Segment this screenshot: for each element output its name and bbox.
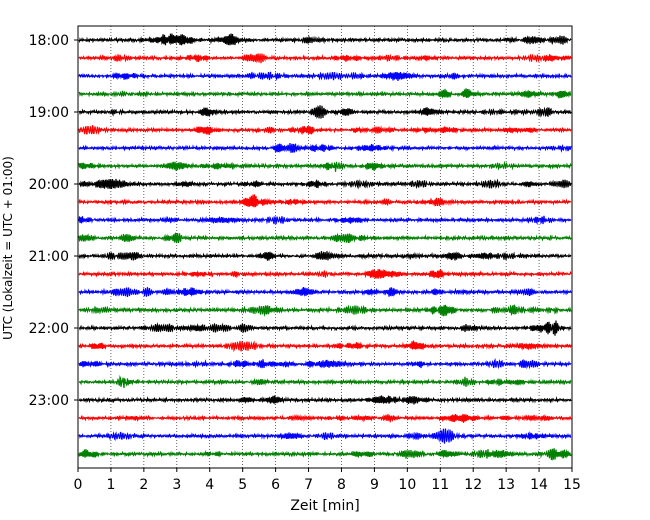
- x-tick-label: 7: [304, 477, 313, 493]
- x-tick-label: 14: [530, 477, 548, 493]
- trace-line: [78, 160, 572, 172]
- trace-line: [78, 143, 572, 153]
- trace-line: [78, 428, 572, 444]
- trace-line: [78, 340, 572, 353]
- trace-line: [78, 448, 572, 461]
- y-tick-label: 21:00: [29, 249, 69, 265]
- x-tick-label: 3: [172, 477, 181, 493]
- x-axis-label: Zeit [min]: [290, 498, 359, 514]
- trace-line: [78, 33, 572, 46]
- trace-line: [78, 268, 572, 280]
- x-tick-label: 0: [74, 477, 83, 493]
- x-tick-label: 12: [464, 477, 482, 493]
- y-tick-label: 23:00: [29, 393, 69, 409]
- y-axis-label: UTC (Lokalzeit = UTC + 01:00): [1, 156, 15, 340]
- trace-line: [78, 88, 572, 99]
- y-tick-label: 22:00: [29, 321, 69, 337]
- trace-line: [78, 232, 572, 244]
- trace-line: [78, 125, 572, 135]
- y-tick-label: 19:00: [29, 105, 69, 121]
- trace-line: [78, 357, 572, 370]
- x-tick-label: 15: [563, 477, 581, 493]
- trace-line: [78, 250, 572, 261]
- trace-line: [78, 71, 572, 81]
- trace-line: [78, 105, 572, 120]
- x-tick-label: 8: [337, 477, 346, 493]
- x-tick-label: 13: [497, 477, 515, 493]
- trace-series: [78, 33, 572, 461]
- trace-line: [78, 413, 572, 424]
- trace-line: [78, 320, 572, 336]
- x-tick-label: 11: [431, 477, 449, 493]
- plot-frame: [77, 25, 573, 469]
- x-tick-label: 4: [205, 477, 214, 493]
- y-tick-label: 18:00: [29, 33, 69, 49]
- trace-line: [78, 304, 572, 317]
- trace-line: [78, 53, 572, 64]
- x-tick-label: 10: [398, 477, 416, 493]
- trace-line: [78, 178, 572, 190]
- trace-line: [78, 287, 572, 297]
- trace-line: [78, 215, 572, 226]
- trace-line: [78, 395, 572, 405]
- x-tick-label: 6: [271, 477, 280, 493]
- x-tick-label: 9: [370, 477, 379, 493]
- x-tick-label: 1: [106, 477, 115, 493]
- y-axis-ticks: 18:00 19:00 20:00 21:00 22:00 23:00: [29, 33, 78, 409]
- trace-line: [78, 374, 572, 389]
- trace-line: [78, 194, 572, 208]
- x-axis-ticks: 0 1 2 3 4 5 6 7 8 9 10 11 12 13 14 15: [74, 468, 581, 493]
- x-tick-label: 2: [139, 477, 148, 493]
- y-tick-label: 20:00: [29, 177, 69, 193]
- x-tick-label: 5: [238, 477, 247, 493]
